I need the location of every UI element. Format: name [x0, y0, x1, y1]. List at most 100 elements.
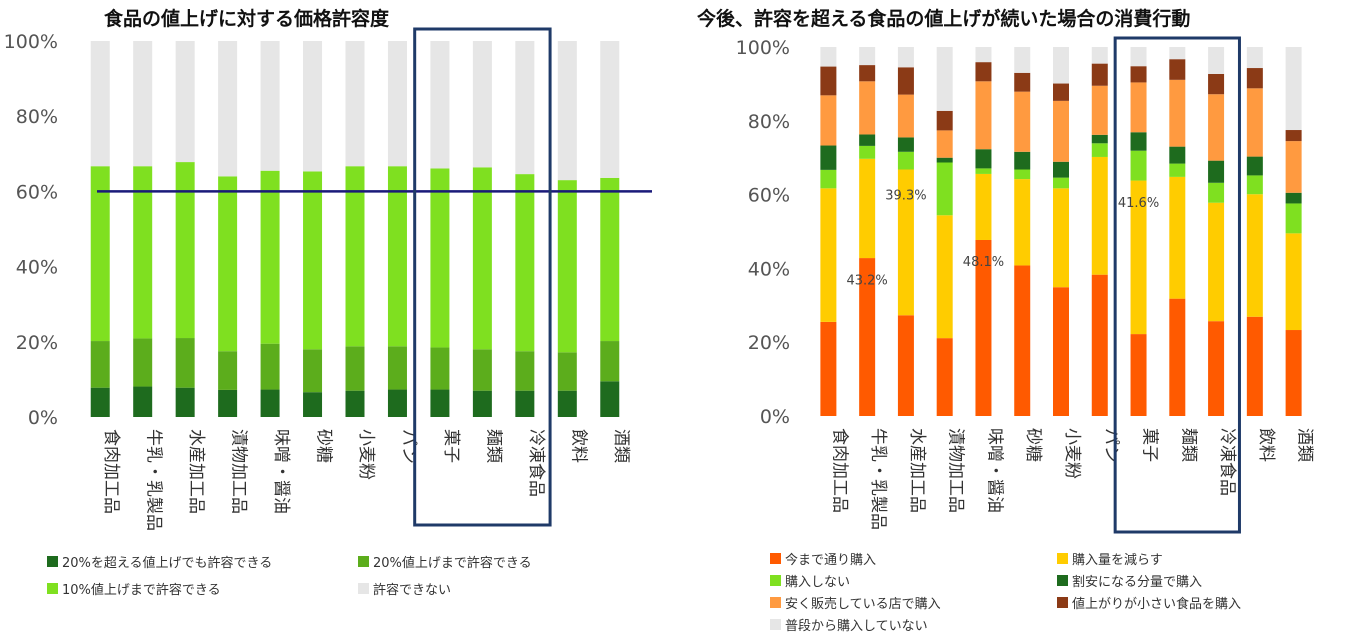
- legend-label: 20%を超える値上げでも許容できる: [62, 556, 273, 571]
- legend-swatch: [770, 597, 781, 608]
- bar-segment: [303, 349, 323, 393]
- bar-segment: [1246, 88, 1263, 157]
- bar-segment: [1053, 177, 1069, 189]
- bar-segment: [1053, 287, 1069, 416]
- legend-label: 安く販売している店で購入: [785, 597, 941, 612]
- bar-segment: [1014, 169, 1031, 180]
- x-tick-label: 水産加工品: [907, 428, 927, 513]
- bar-segment: [936, 47, 953, 111]
- bar-segment: [975, 149, 992, 169]
- bar-segment: [90, 341, 110, 388]
- bar-segment: [557, 41, 577, 181]
- legend-swatch: [770, 619, 781, 630]
- bar-segment: [345, 346, 365, 391]
- bar-segment: [600, 381, 620, 417]
- bar-segment: [303, 41, 323, 172]
- bar-segment: [90, 387, 110, 417]
- bar-segment: [1246, 47, 1263, 69]
- bar-segment: [1014, 91, 1031, 152]
- y-tick-label: 100%: [736, 37, 790, 59]
- legend-label: 20%値上げまで許容できる: [373, 556, 532, 571]
- bar-segment: [557, 390, 577, 417]
- x-tick-label: 酒類: [1295, 428, 1315, 462]
- x-tick-label: 砂糖: [1023, 428, 1043, 462]
- highlight-box: [413, 27, 552, 527]
- bar-segment: [1130, 82, 1147, 133]
- bar-segment: [820, 66, 837, 96]
- bar-segment: [472, 167, 492, 350]
- bar-segment: [515, 41, 535, 175]
- bar-segment: [1091, 156, 1108, 275]
- bar-segment: [260, 389, 280, 417]
- y-tick-label: 0%: [28, 407, 58, 429]
- bar-segment: [1208, 73, 1225, 95]
- bar-segment: [218, 351, 238, 390]
- bar-segment: [1285, 192, 1302, 204]
- bar-segment: [600, 341, 620, 382]
- legend-swatch: [1057, 597, 1068, 608]
- y-tick-label: 40%: [748, 258, 790, 280]
- bar-segment: [1130, 334, 1147, 416]
- bar-segment: [515, 390, 535, 417]
- bar-segment: [820, 95, 837, 146]
- legend-item: 10%値上げまで許容できる: [47, 579, 221, 598]
- bar-segment: [1246, 68, 1263, 89]
- bar-segment: [820, 47, 837, 67]
- bar-segment: [430, 41, 450, 169]
- bar-segment: [557, 352, 577, 391]
- bar-segment: [557, 180, 577, 353]
- x-tick-label: 食肉加工品: [101, 429, 121, 514]
- legend-item: 購入量を減らす: [1057, 549, 1163, 568]
- bar-segment: [820, 321, 837, 416]
- bar-segment: [175, 387, 195, 417]
- bar-segment: [1130, 66, 1147, 83]
- y-tick-label: 80%: [748, 111, 790, 133]
- bar-segment: [430, 168, 450, 348]
- x-tick-label: 冷凍食品: [526, 429, 546, 497]
- bar-segment: [1169, 176, 1186, 299]
- bar-segment: [1053, 188, 1069, 288]
- bar-segment: [387, 166, 407, 347]
- bar-segment: [897, 67, 914, 95]
- legend-label: 値上がりが小さい食品を購入: [1072, 597, 1242, 612]
- bar-segment: [897, 315, 914, 416]
- bar-segment: [975, 168, 992, 174]
- bar-segment: [936, 110, 953, 131]
- bar-segment: [859, 258, 876, 416]
- bar-segment: [1053, 100, 1069, 162]
- y-tick-label: 60%: [748, 185, 790, 207]
- legend-label: 許容できない: [373, 583, 452, 598]
- legend-item: 普段から購入していない: [770, 615, 928, 634]
- legend-item: 安く販売している店で購入: [770, 593, 941, 612]
- bar-segment: [133, 386, 153, 417]
- bar-segment: [515, 351, 535, 391]
- bar-segment: [859, 65, 876, 82]
- bar-segment: [1246, 316, 1263, 416]
- left-chart-title: 食品の値上げに対する価格許容度: [104, 8, 390, 30]
- bar-segment: [90, 41, 110, 167]
- left-legend: 20%を超える値上げでも許容できる 20%値上げまで許容できる 10%値上げまで…: [0, 545, 672, 629]
- bar-segment: [1169, 146, 1186, 164]
- consumer-behavior-chart: 0% 20% 40% 60% 80% 100% 食肉加工品 牛乳・乳製品 水産加工品 漬物加工品味…: [736, 36, 1315, 534]
- bar-segment: [133, 41, 153, 167]
- bar-segment: [175, 162, 195, 339]
- bar-segment: [1091, 47, 1108, 64]
- bar-segment: [387, 346, 407, 390]
- bar-segment: [859, 81, 876, 135]
- bar-segment: [345, 166, 365, 347]
- x-tick-label: 小麦粉: [1062, 428, 1082, 479]
- bar-segment: [1014, 265, 1031, 416]
- bar-segment: [430, 389, 450, 417]
- x-tick-label: 飲料: [1256, 428, 1276, 462]
- bar-segment: [345, 41, 365, 167]
- bar-segment: [1169, 59, 1186, 80]
- bar-segment: [1014, 72, 1031, 92]
- bar-segment: [936, 215, 953, 339]
- bar-segment: [1285, 203, 1302, 234]
- data-label: 39.3%: [885, 189, 926, 204]
- bar-segment: [260, 170, 280, 344]
- legend-swatch: [1057, 575, 1068, 586]
- x-tick-label: 牛乳・乳製品: [868, 428, 888, 530]
- y-tick-label: 60%: [16, 181, 58, 203]
- bar-segment: [1053, 47, 1069, 84]
